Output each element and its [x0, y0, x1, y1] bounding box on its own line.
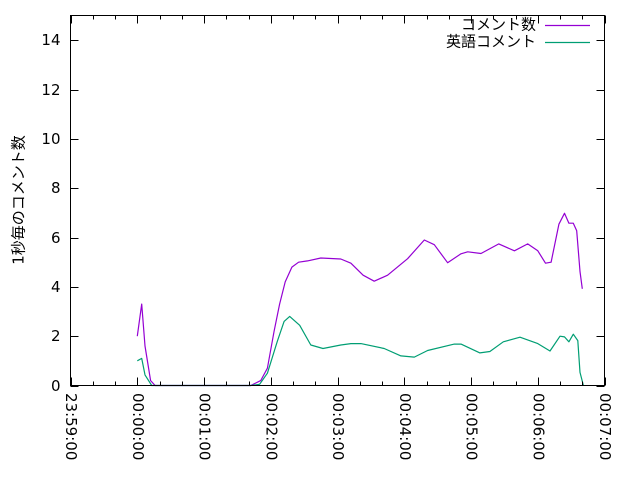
- x-tick-label: 00:00:00: [129, 393, 147, 460]
- y-tick-label: 2: [51, 327, 61, 345]
- legend-label: コメント数: [461, 16, 536, 34]
- legend-label: 英語コメント: [446, 33, 536, 51]
- x-tick-label: 00:07:00: [596, 393, 614, 460]
- x-tick-label: 00:03:00: [329, 393, 347, 460]
- y-tick-label: 0: [51, 377, 61, 395]
- x-tick-label: 00:05:00: [463, 393, 481, 460]
- x-tick-label: 00:01:00: [196, 393, 214, 460]
- y-tick-label: 12: [41, 81, 60, 99]
- plot-border: [70, 15, 605, 386]
- x-tick-label: 23:59:00: [62, 393, 80, 460]
- series-line-1: [137, 315, 584, 387]
- y-tick-label: 8: [51, 179, 61, 197]
- axis-ticks: 0 2 4 6 8 10 12 14 23:59:00 00:00:00 00:01:00 00:02…: [41, 15, 614, 460]
- y-tick-label: 6: [51, 229, 61, 247]
- y-axis-label: 1秒毎のコメント数: [10, 135, 28, 265]
- x-tick-label: 00:04:00: [396, 393, 414, 460]
- plot-lines: [136, 212, 584, 387]
- x-tick-label: 00:02:00: [262, 393, 280, 460]
- series-line-0: [136, 212, 583, 387]
- x-tick-label: 00:06:00: [529, 393, 547, 460]
- y-tick-label: 10: [41, 130, 60, 148]
- y-tick-label: 14: [41, 31, 60, 49]
- y-tick-label: 4: [51, 278, 61, 296]
